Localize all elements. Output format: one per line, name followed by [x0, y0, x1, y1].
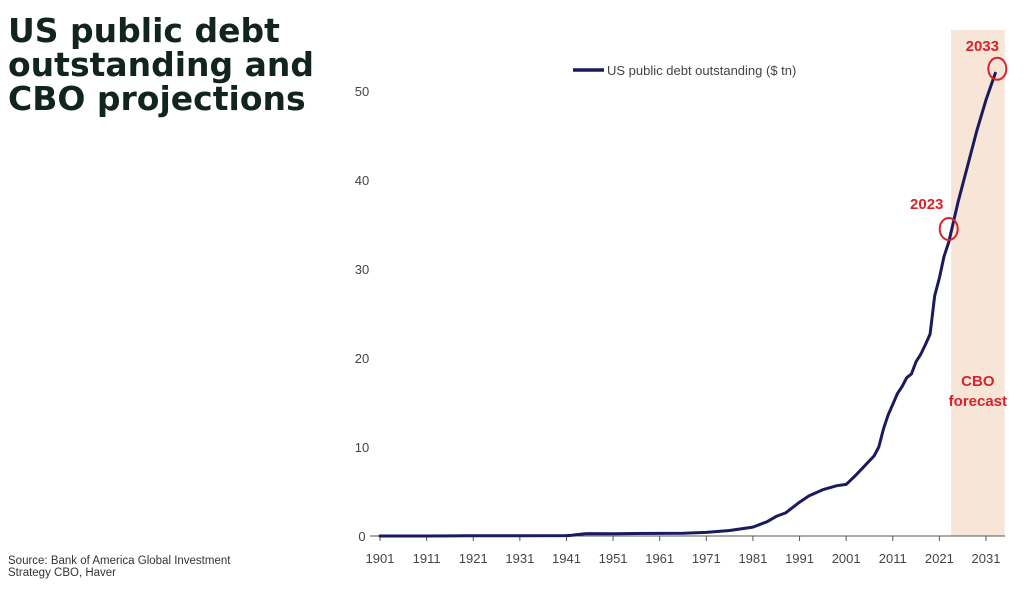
annotation-circle	[987, 56, 1008, 81]
series-layer	[378, 71, 997, 538]
x-tick-label: 1911	[413, 551, 441, 566]
annotation-label: 2033	[966, 38, 999, 55]
y-tick-label: 0	[358, 529, 365, 544]
x-tick-label: 1991	[785, 551, 814, 566]
title-line-1: US public debt	[8, 11, 280, 50]
y-tick-label: 20	[355, 351, 369, 366]
x-tick-label: 1941	[552, 551, 581, 566]
legend-label: US public debt outstanding ($ tn)	[607, 63, 796, 78]
y-tick-label: 40	[355, 173, 369, 188]
source-note: Source: Bank of America Global Investmen…	[8, 555, 231, 579]
page-title: US public debt outstanding and CBO proje…	[8, 14, 338, 116]
annotation-circle	[938, 216, 959, 241]
forecast-layer: CBO forecast	[949, 30, 1007, 536]
annotations-layer: 2023 2033	[910, 38, 1008, 241]
y-tick-label: 30	[355, 262, 369, 277]
axis-layer: 1901 1911 1921 1931 1941 1951 1961 1971 1981 1991…	[355, 84, 1005, 566]
x-tick-label: 1961	[645, 551, 674, 566]
x-tick-label: 1931	[505, 551, 534, 566]
x-tick-label: 2011	[879, 551, 907, 566]
forecast-label-line: forecast	[949, 393, 1007, 410]
legend: US public debt outstanding ($ tn)	[573, 63, 796, 78]
annotation-label: 2023	[910, 196, 943, 213]
x-tick-label: 2021	[925, 551, 954, 566]
x-tick-label: 1981	[738, 551, 767, 566]
x-tick-label: 2031	[972, 551, 1001, 566]
series-line	[378, 71, 997, 538]
x-tick-label: 1921	[459, 551, 488, 566]
y-tick-label: 50	[355, 84, 369, 99]
title-line-2: outstanding and	[8, 45, 315, 84]
x-tick-label: 1901	[366, 551, 395, 566]
forecast-label-line: CBO	[961, 373, 995, 390]
y-tick-label: 10	[355, 440, 369, 455]
x-tick-label: 2001	[832, 551, 861, 566]
forecast-region	[951, 30, 1005, 536]
x-tick-label: 1971	[692, 551, 721, 566]
title-line-3: CBO projections	[8, 79, 306, 118]
x-tick-label: 1951	[599, 551, 628, 566]
